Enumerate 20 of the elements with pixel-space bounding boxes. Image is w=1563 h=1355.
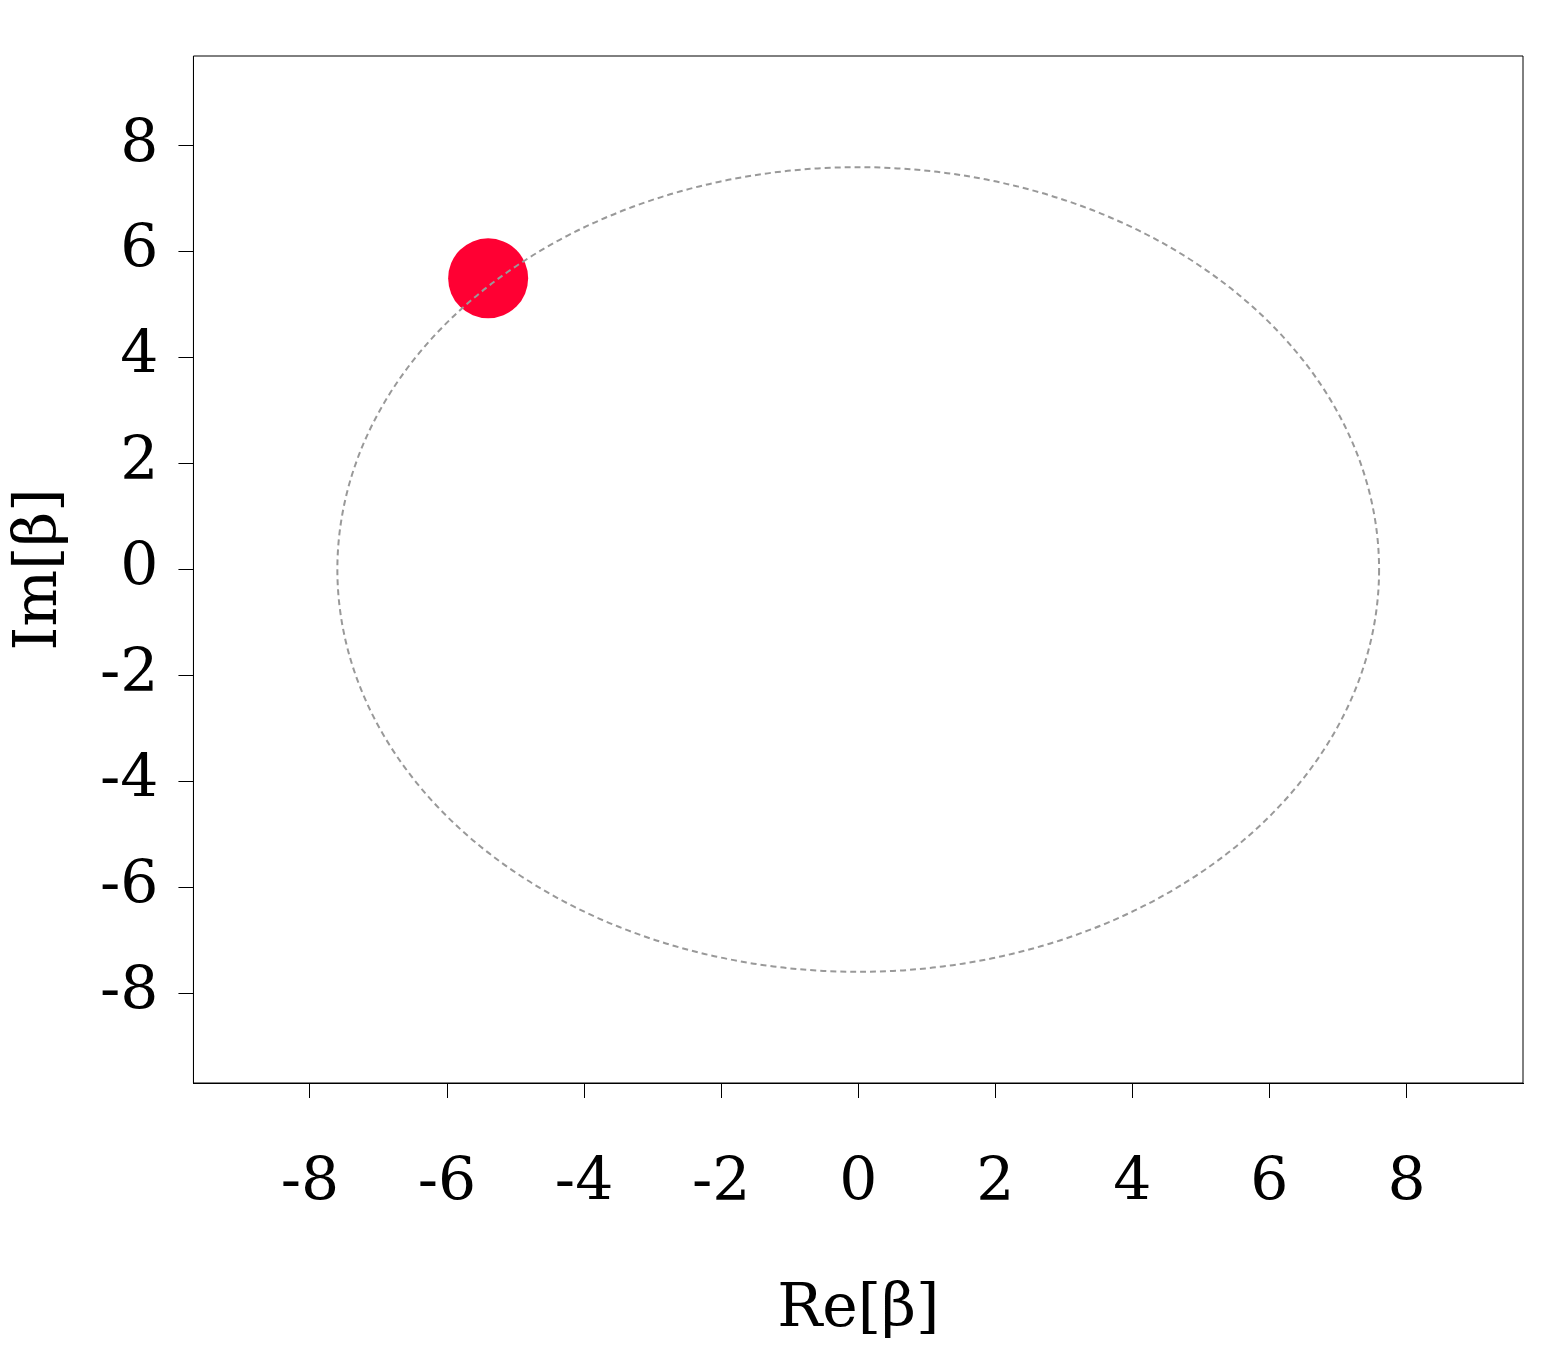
x-tick-label: 6 <box>1250 1143 1289 1214</box>
x-tick-label: 2 <box>976 1143 1015 1214</box>
x-tick-label: 8 <box>1387 1143 1426 1214</box>
x-tick-label: -4 <box>554 1143 614 1214</box>
x-tick-label: -6 <box>417 1143 477 1214</box>
x-tick-label: 0 <box>839 1143 878 1214</box>
y-tick-label: 0 <box>120 529 159 600</box>
y-axis-title: Im[β] <box>0 488 70 651</box>
y-tick-label: 6 <box>120 211 159 282</box>
y-tick-label: -6 <box>99 846 159 917</box>
x-axis-title: Re[β] <box>777 1269 940 1340</box>
y-tick-label: -2 <box>99 634 159 705</box>
y-tick-label: 8 <box>120 105 159 176</box>
x-tick-label: 4 <box>1113 1143 1152 1214</box>
y-tick-label: -4 <box>99 740 159 811</box>
y-tick-label: -8 <box>99 952 159 1023</box>
y-tick-label: 4 <box>120 317 159 388</box>
y-tick-label: 2 <box>120 423 159 494</box>
x-tick-label: -8 <box>280 1143 340 1214</box>
x-tick-label: -2 <box>691 1143 751 1214</box>
